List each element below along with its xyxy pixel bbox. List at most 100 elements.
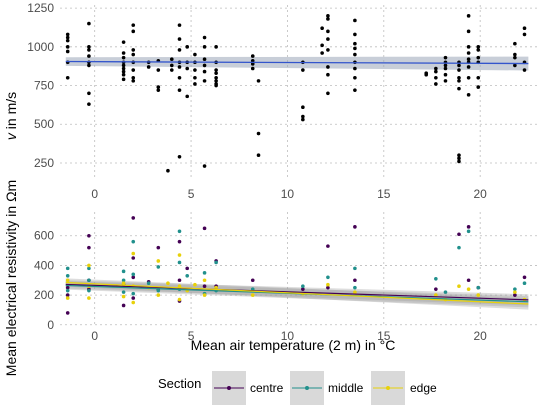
point-centre (301, 287, 305, 291)
top-trend-confidence-band (65, 56, 529, 71)
top-data-point (513, 41, 517, 46)
point-edge (177, 297, 182, 302)
point-edge (156, 259, 161, 263)
top-data-point (131, 52, 136, 57)
top-data-point (250, 54, 255, 58)
point-centre (353, 278, 357, 283)
point-middle (513, 287, 517, 291)
point-edge (326, 282, 330, 287)
top-data-point (353, 52, 357, 57)
top-data-point (353, 32, 357, 37)
point-middle (443, 290, 448, 294)
top-data-point (156, 68, 161, 72)
top-data-point (466, 75, 471, 80)
top-data-point (121, 77, 126, 82)
top-data-point (326, 48, 330, 52)
point-edge (87, 263, 91, 268)
legend-title: Section (158, 376, 201, 391)
top-x-tick-label: 5 (188, 187, 195, 201)
point-middle (301, 284, 305, 288)
point-middle (476, 285, 481, 290)
top-data-point (131, 68, 136, 72)
top-data-point (443, 63, 448, 68)
top-data-point (326, 29, 330, 34)
bottom-x-tick-label: 20 (473, 329, 487, 343)
point-edge (457, 284, 461, 288)
legend-item-middle: middle (290, 371, 364, 405)
point-centre (250, 278, 255, 283)
top-data-point (177, 88, 182, 92)
top-data-point (193, 68, 197, 72)
top-data-point (320, 43, 324, 48)
point-middle (177, 260, 182, 265)
top-data-point (87, 48, 91, 52)
top-data-point (326, 91, 330, 96)
point-middle (65, 288, 70, 293)
top-data-point (65, 75, 70, 80)
top-data-point (131, 75, 136, 80)
top-data-point (202, 57, 207, 62)
top-data-point (301, 117, 305, 122)
point-edge (193, 282, 197, 287)
top-data-point (177, 23, 182, 27)
top-data-point (466, 57, 471, 62)
top-data-point (121, 40, 126, 44)
top-data-point (326, 37, 330, 41)
top-data-point (476, 75, 481, 80)
top-data-point (169, 68, 174, 72)
point-edge (156, 293, 161, 297)
top-y-tick-label: 750 (34, 79, 54, 93)
top-data-point (434, 75, 438, 80)
top-y-tick-label: 1250 (27, 1, 54, 15)
top-trend-line (65, 60, 529, 65)
top-data-point (353, 75, 357, 80)
top-data-point (513, 63, 517, 68)
point-edge (466, 287, 471, 291)
point-middle (87, 266, 91, 271)
point-centre (202, 226, 207, 231)
point-edge (177, 253, 182, 257)
point-centre (131, 275, 136, 280)
point-middle (177, 229, 182, 234)
point-edge (87, 296, 91, 300)
point-edge (214, 285, 218, 290)
top-data-point (424, 72, 429, 77)
top-data-point (185, 45, 190, 49)
bottom-y-tick-label: 200 (34, 288, 54, 302)
top-data-point (457, 68, 461, 72)
top-data-point (522, 68, 527, 72)
top-x-tick-label: 0 (91, 187, 98, 201)
point-centre (326, 244, 330, 248)
point-centre (434, 287, 438, 291)
point-centre (65, 293, 70, 297)
top-data-point (301, 68, 305, 72)
top-data-point (65, 45, 70, 49)
point-centre (185, 266, 190, 271)
top-data-point (202, 63, 207, 68)
top-data-point (320, 51, 324, 55)
top-data-point (513, 52, 517, 57)
point-middle (202, 271, 207, 275)
top-data-point (193, 52, 197, 57)
top-data-point (326, 14, 330, 18)
top-data-point (185, 66, 190, 71)
legend-item-centre: centre (212, 371, 284, 405)
point-middle (131, 291, 136, 296)
top-data-point (443, 55, 448, 60)
point-middle (326, 275, 330, 280)
point-centre (177, 239, 182, 244)
legend-key-dot-edge (386, 386, 390, 390)
top-data-point (87, 63, 91, 68)
top-data-point (156, 88, 161, 92)
top-data-point (202, 35, 207, 40)
top-data-point (256, 153, 261, 158)
point-edge (250, 293, 255, 297)
bottom-y-tick-label: 400 (34, 258, 54, 272)
bottom-y-tick-label: 600 (34, 229, 54, 243)
point-centre (513, 293, 517, 297)
point-middle (146, 281, 151, 286)
bottom-x-tick-label: 5 (188, 329, 195, 343)
top-data-point (476, 45, 481, 49)
top-data-point (301, 105, 305, 110)
